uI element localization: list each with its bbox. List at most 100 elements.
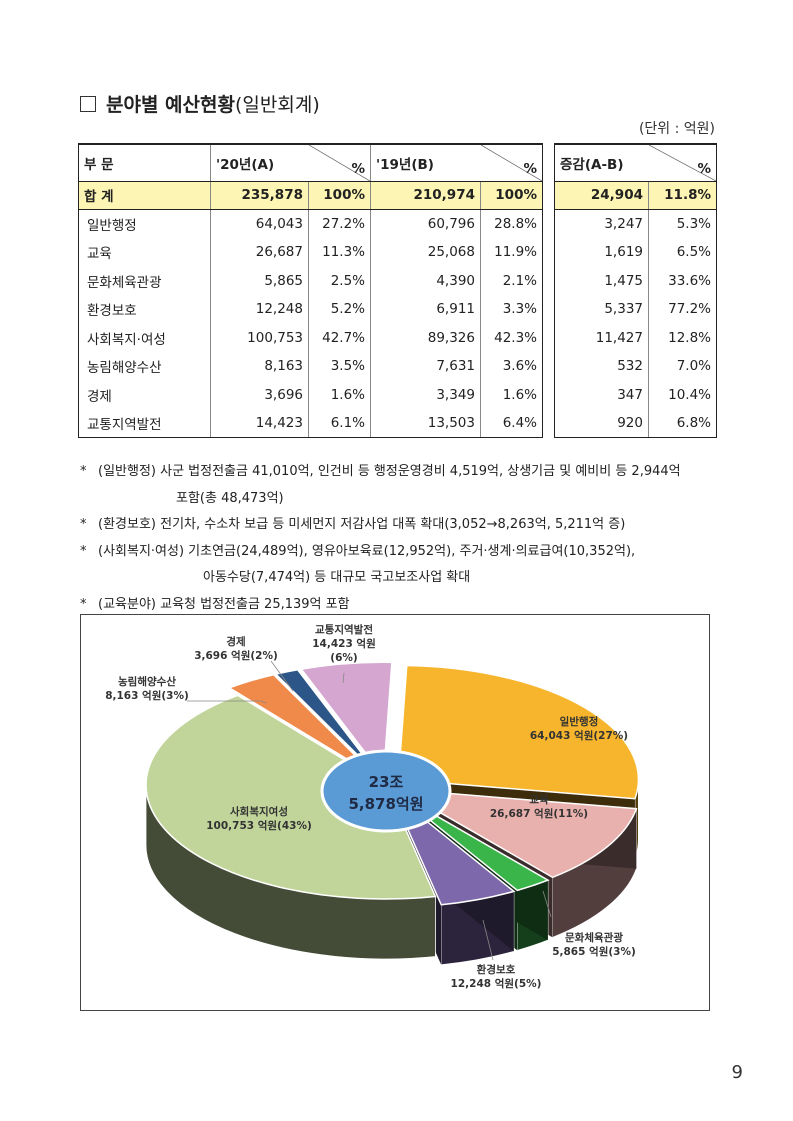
footnote-welfare: * (사회복지·여성) 기초연금(24,489억), 영유아보육료(12,952억… [80,543,636,559]
footnote-education: * (교육분야) 교육청 법정전출금 25,139억 포함 [80,596,350,612]
header-pct-2019: % [480,143,543,182]
outer-label-transport: 14,423 억원 [312,637,376,650]
cell-p19: 28.8% [480,209,543,238]
cell-p19: 1.6% [480,380,543,409]
cell-diff: 532 [554,352,649,381]
cell-a20: 12,248 [210,295,309,324]
center-label-line: 23조 [369,773,404,791]
cell-label: 교통지역발전 [78,409,211,438]
cell-p19: 42.3% [480,323,543,352]
cell-p20: 6.1% [308,409,371,438]
cell-pdiff: 33.6% [648,266,717,295]
outer-label-agri: 농림해양수산 [118,675,176,688]
cell-a20: 8,163 [210,352,309,381]
cell-a20: 64,043 [210,209,309,238]
cell-diff: 1,475 [554,266,649,295]
table-row: 환경보호 12,248 5.2% 6,911 3.3% 5,337 77.2% [78,295,717,324]
header-diff: 증감(A-B) [554,143,649,182]
cell-diff: 920 [554,409,649,438]
cell-a19: 25,068 [370,238,481,267]
cell-label: 사회복지·여성 [78,323,211,352]
header-2019: '19년(B) [370,143,481,182]
cell-pdiff: 5.3% [648,209,717,238]
pie-slice-경제 [274,668,381,778]
cell-p19: 2.1% [480,266,543,295]
pie-slice-교통지역발전 [300,661,393,779]
cell-label: 교육 [78,238,211,267]
cell-a19: 7,631 [370,352,481,381]
outer-label-env: 12,248 억원(5%) [451,977,542,990]
header-sector: 부 문 [78,143,211,182]
pie-slice-교육 [399,788,638,879]
footnote-welfare-cont: 아동수당(7,474억) 등 대규모 국고보조사업 확대 [203,570,471,585]
cell-label: 일반행정 [78,209,211,238]
cell-pdiff: 6.5% [648,238,717,267]
slice-label-admin: 64,043 억원(27%) [530,729,628,742]
table-row: 교육 26,687 11.3% 25,068 11.9% 1,619 6.5% [78,238,717,267]
slice-label-education: 교육 [529,794,549,806]
center-label-line: 5,878억원 [348,795,423,813]
cell-p20: 5.2% [308,295,371,324]
header-pct-2020: % [308,143,371,182]
outer-label-economy: 경제 [226,635,245,648]
cell-diff: 3,247 [554,209,649,238]
cell-pdiff: 10.4% [648,380,717,409]
outer-label-transport: (6%) [330,652,357,664]
cell-diff: 1,619 [554,238,649,267]
cell-diff: 347 [554,380,649,409]
cell-p20: 1.6% [308,380,371,409]
total-a19: 210,974 [370,181,481,210]
cell-a20: 26,687 [210,238,309,267]
cell-label: 경제 [78,380,211,409]
footnote-admin-cont: 포함(총 48,473억) [176,490,284,506]
cell-p19: 11.9% [480,238,543,267]
heading-sub: (일반회계) [234,94,320,116]
page-number: 9 [731,1062,743,1083]
cell-label: 환경보호 [78,295,211,324]
cell-a19: 89,326 [370,323,481,352]
leader-line [542,890,552,918]
cell-a20: 100,753 [210,323,309,352]
table-row: 사회복지·여성 100,753 42.7% 89,326 42.3% 11,427 12.8… [78,323,717,352]
cell-a19: 3,349 [370,380,481,409]
total-label: 합 계 [78,181,211,210]
table-row: 교통지역발전 14,423 6.1% 13,503 6.4% 920 6.8% [78,409,717,438]
cell-a19: 6,911 [370,295,481,324]
cell-a19: 4,390 [370,266,481,295]
cell-p20: 27.2% [308,209,371,238]
cell-label: 농림해양수산 [78,352,211,381]
section-heading: 분야별 예산현황(일반회계) [80,90,320,117]
outer-label-env: 환경보호 [477,963,516,976]
table-row: 농림해양수산 8,163 3.5% 7,631 3.6% 532 7.0% [78,352,717,381]
cell-diff: 11,427 [554,323,649,352]
footnote-env: * (환경보호) 전기차, 수소차 보급 등 미세먼지 저감사업 대폭 확대(3,… [80,517,626,532]
cell-p20: 2.5% [308,266,371,295]
unit-note: (단위 : 억원) [638,121,715,137]
cell-a19: 60,796 [370,209,481,238]
outer-label-culture: 5,865 억원(3%) [552,945,636,958]
pie-slice-농림해양수산 [227,673,379,779]
outer-label-culture: 문화체육관광 [565,931,623,944]
cell-a19: 13,503 [370,409,481,438]
slice-label-education: 26,687 억원(11%) [490,807,588,820]
cell-p20: 42.7% [308,323,371,352]
total-p19: 100% [480,181,543,210]
table-header-row: 부 문 '20년(A) % '19년(B) % 증감(A-B) % [78,143,717,182]
cell-pdiff: 77.2% [648,295,717,324]
budget-table: 부 문 '20년(A) % '19년(B) % 증감(A-B) % 합 계 23… [78,143,717,438]
table-row: 경제 3,696 1.6% 3,349 1.6% 347 10.4% [78,380,717,409]
leader-line [342,672,345,684]
budget-pie-chart: 23조 5,878억원 일반행정 64,043 억원(27%) 교육 26,687 억원(… [80,614,710,1011]
slice-label-welfare: 사회복지여성 [230,805,288,818]
slice-label-admin: 일반행정 [560,715,599,728]
table-row: 일반행정 64,043 27.2% 60,796 28.8% 3,247 5.3% [78,209,717,238]
cell-pdiff: 12.8% [648,323,717,352]
total-a20: 235,878 [210,181,309,210]
outer-label-economy: 3,696 억원(2%) [194,649,278,662]
total-diff: 24,904 [554,181,649,210]
leader-line [187,700,267,704]
footnotes: * (일반행정) 사군 법정전출금 41,010억, 인건비 등 행정운영경비 4… [80,459,681,618]
square-outline-icon [80,96,96,112]
cell-p20: 11.3% [308,238,371,267]
